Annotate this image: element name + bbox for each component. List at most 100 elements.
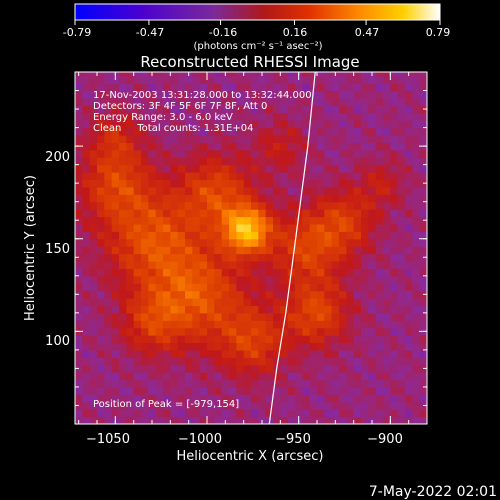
heatmap-cell — [170, 223, 179, 232]
heatmap-cell — [397, 290, 406, 299]
heatmap-cell — [192, 386, 201, 395]
heatmap-cell — [177, 416, 186, 424]
heatmap-cell — [97, 283, 105, 292]
heatmap-cell — [119, 201, 127, 210]
heatmap-cell — [317, 327, 325, 336]
heatmap-cell — [383, 416, 391, 424]
heatmap-cell — [126, 172, 135, 181]
heatmap-cell — [331, 83, 340, 92]
heatmap-cell — [82, 90, 91, 99]
heatmap-cell — [192, 342, 201, 351]
heatmap-cell — [412, 327, 421, 336]
heatmap-cell — [177, 83, 186, 92]
heatmap-cell — [126, 275, 135, 284]
heatmap-cell — [119, 231, 127, 240]
heatmap-cell — [368, 275, 377, 284]
heatmap-cell — [221, 372, 230, 381]
heatmap-cell — [199, 320, 208, 329]
heatmap-cell — [119, 157, 127, 166]
heatmap-cell — [368, 327, 377, 336]
y-tick-label: 150 — [45, 242, 70, 257]
heatmap-cell — [236, 379, 245, 388]
heatmap-cell — [273, 179, 281, 188]
heatmap-cell — [302, 164, 311, 173]
heatmap-cell — [273, 149, 281, 158]
heatmap-cell — [243, 127, 252, 136]
heatmap-cell — [302, 134, 311, 143]
heatmap-cell — [346, 364, 355, 373]
heatmap-cell — [97, 312, 105, 321]
heatmap-cell — [82, 320, 91, 329]
heatmap-cell — [397, 268, 406, 277]
heatmap-cell — [163, 134, 171, 143]
heatmap-cell — [207, 290, 215, 299]
heatmap-cell — [163, 394, 171, 403]
heatmap-cell — [243, 394, 252, 403]
heatmap-cell — [251, 157, 259, 166]
heatmap-cell — [273, 394, 281, 403]
heatmap-cell — [397, 120, 406, 129]
heatmap-cell — [104, 179, 113, 188]
heatmap-cell — [273, 75, 281, 84]
axis-ticks — [75, 71, 428, 424]
heatmap-cell — [295, 120, 303, 129]
heatmap-cell — [317, 416, 325, 424]
heatmap-cell — [258, 179, 267, 188]
heatmap-cell — [273, 283, 281, 292]
heatmap-cell — [97, 149, 105, 158]
heatmap-cell — [280, 127, 289, 136]
heatmap-cell — [361, 105, 369, 114]
heatmap-cell — [280, 157, 289, 166]
heatmap-cell — [148, 349, 157, 358]
heatmap-cell — [214, 260, 223, 269]
heatmap-cell — [229, 105, 237, 114]
heatmap-cell — [273, 349, 281, 358]
heatmap-cell — [221, 320, 230, 329]
heatmap-cell — [185, 157, 193, 166]
heatmap-cell — [397, 283, 406, 292]
heatmap-cell — [148, 394, 157, 403]
heatmap-cell — [192, 75, 201, 84]
heatmap-cell — [82, 231, 91, 240]
heatmap-cell — [375, 105, 384, 114]
heatmap-cell — [324, 260, 333, 269]
heatmap-cell — [207, 260, 215, 269]
heatmap-cell — [375, 409, 384, 418]
heatmap-cell — [287, 194, 296, 203]
heatmap-cell — [309, 312, 318, 321]
heatmap-cell — [397, 157, 406, 166]
heatmap-cell — [119, 409, 127, 418]
heatmap-cell — [192, 409, 201, 418]
heatmap-cell — [280, 327, 289, 336]
heatmap-cell — [390, 275, 399, 284]
heatmap-cell — [375, 283, 384, 292]
heatmap-cell — [353, 275, 362, 284]
heatmap-cell — [177, 260, 186, 269]
heatmap-cell — [141, 231, 149, 240]
heatmap-cell — [207, 312, 215, 321]
heatmap-cell — [346, 142, 355, 151]
heatmap-cell — [317, 127, 325, 136]
heatmap-cell — [339, 75, 347, 84]
heatmap-cell — [309, 75, 318, 84]
heatmap-cell — [390, 157, 399, 166]
heatmap-cell — [141, 186, 149, 195]
heatmap-cell — [251, 268, 259, 277]
heatmap-cell — [405, 112, 413, 121]
heatmap-cell — [339, 238, 347, 247]
heatmap-cell — [273, 83, 281, 92]
heatmap-cell — [339, 379, 347, 388]
heatmap-cell — [280, 201, 289, 210]
heatmap-cell — [104, 260, 113, 269]
heatmap-cell — [104, 349, 113, 358]
heatmap-cell — [97, 386, 105, 395]
heatmap-cell — [397, 342, 406, 351]
heatmap-cell — [75, 320, 83, 329]
heatmap-cell — [207, 142, 215, 151]
heatmap-cell — [251, 298, 259, 307]
heatmap-cell — [353, 83, 362, 92]
heatmap-cell — [317, 112, 325, 121]
heatmap-cell — [89, 142, 98, 151]
heatmap-cell — [375, 157, 384, 166]
heatmap-cell — [353, 209, 362, 218]
